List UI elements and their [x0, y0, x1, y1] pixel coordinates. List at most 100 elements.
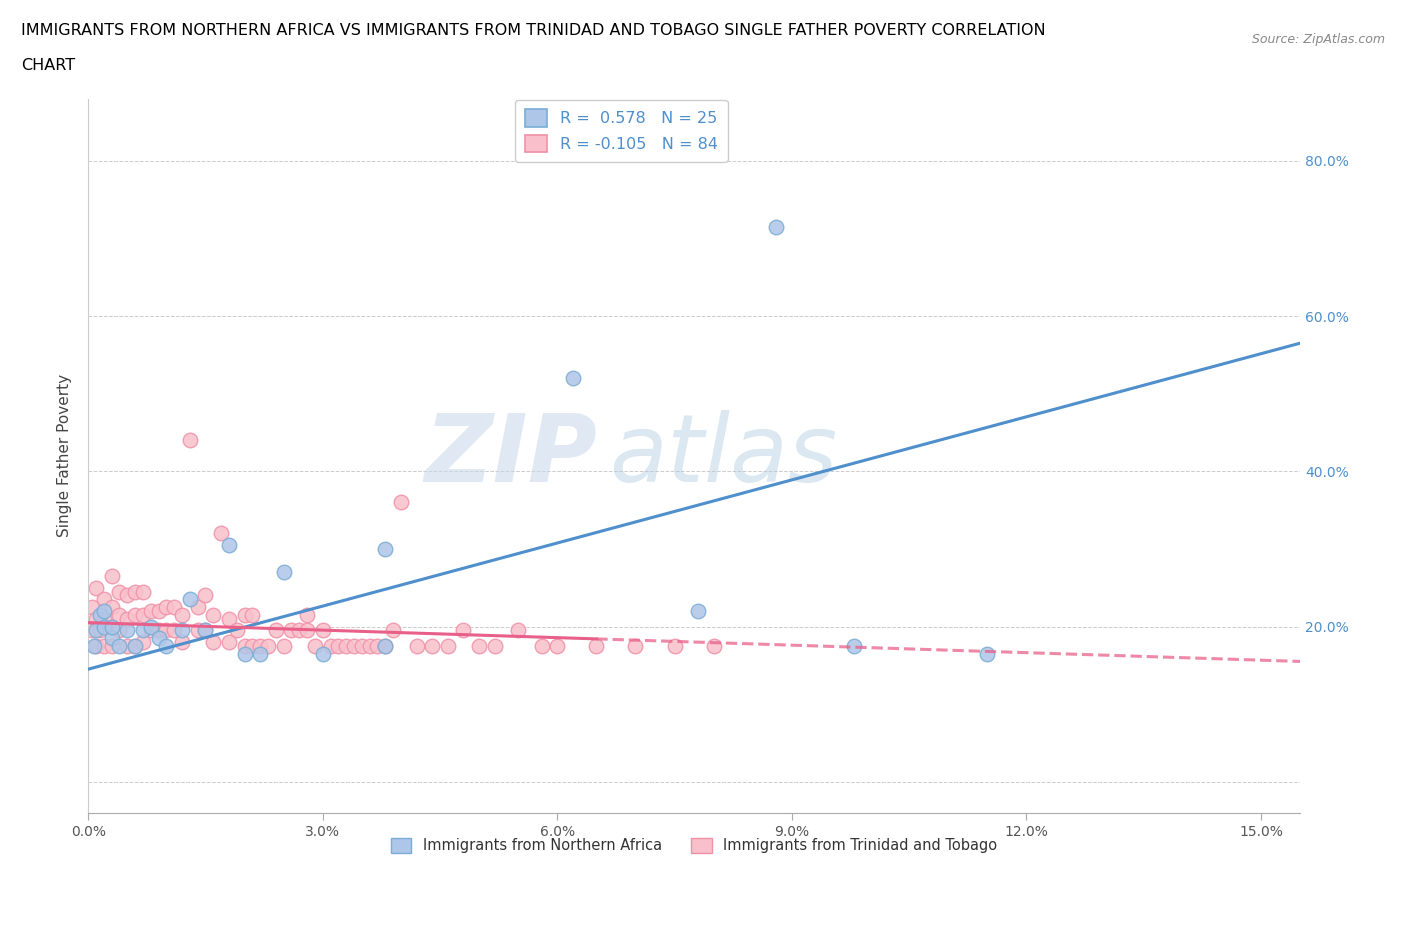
Point [108, 623, 131, 638]
Point [389, 495, 412, 510]
Point [163, 623, 186, 638]
Point [117, 588, 139, 603]
Point [530, 639, 553, 654]
Point [100, 600, 122, 615]
Point [374, 541, 396, 556]
Point [382, 623, 405, 638]
Point [170, 607, 193, 622]
Point [108, 584, 131, 599]
Point [312, 646, 335, 661]
Point [194, 588, 217, 603]
Point [233, 639, 256, 654]
Point [561, 371, 583, 386]
Point [844, 639, 866, 654]
Point [100, 619, 122, 634]
Point [295, 607, 318, 622]
Point [148, 604, 170, 618]
Text: ZIP: ZIP [425, 410, 598, 502]
Point [93, 591, 115, 606]
Point [225, 623, 247, 638]
Point [249, 639, 271, 654]
Point [366, 639, 388, 654]
Point [93, 611, 115, 626]
Point [233, 646, 256, 661]
Point [187, 623, 209, 638]
Point [257, 639, 280, 654]
Point [202, 634, 225, 649]
Point [209, 526, 232, 541]
Point [163, 600, 186, 615]
Point [703, 639, 725, 654]
Point [187, 600, 209, 615]
Point [585, 639, 607, 654]
Point [249, 646, 271, 661]
Point [288, 623, 311, 638]
Text: IMMIGRANTS FROM NORTHERN AFRICA VS IMMIGRANTS FROM TRINIDAD AND TOBAGO SINGLE FA: IMMIGRANTS FROM NORTHERN AFRICA VS IMMIG… [21, 23, 1046, 38]
Point [312, 623, 335, 638]
Point [374, 639, 396, 654]
Text: Source: ZipAtlas.com: Source: ZipAtlas.com [1251, 33, 1385, 46]
Point [218, 611, 240, 626]
Point [335, 639, 357, 654]
Point [359, 639, 381, 654]
Point [84, 580, 107, 595]
Point [100, 619, 122, 634]
Point [437, 639, 460, 654]
Point [179, 591, 201, 606]
Point [546, 639, 568, 654]
Point [84, 611, 107, 626]
Point [264, 623, 287, 638]
Point [84, 623, 107, 638]
Point [405, 639, 427, 654]
Point [194, 623, 217, 638]
Point [148, 623, 170, 638]
Point [350, 639, 373, 654]
Point [179, 432, 201, 447]
Point [155, 639, 177, 654]
Point [100, 639, 122, 654]
Y-axis label: Single Father Poverty: Single Father Poverty [58, 374, 72, 538]
Point [374, 639, 396, 654]
Point [93, 639, 115, 654]
Point [80, 600, 103, 615]
Point [304, 639, 326, 654]
Point [89, 607, 111, 622]
Point [93, 604, 115, 618]
Point [132, 623, 155, 638]
Point [240, 607, 263, 622]
Legend: Immigrants from Northern Africa, Immigrants from Trinidad and Tobago: Immigrants from Northern Africa, Immigra… [385, 832, 1004, 859]
Point [117, 639, 139, 654]
Point [273, 565, 295, 579]
Point [233, 607, 256, 622]
Text: CHART: CHART [21, 58, 75, 73]
Point [194, 623, 217, 638]
Point [132, 634, 155, 649]
Point [117, 623, 139, 638]
Point [508, 623, 530, 638]
Point [664, 639, 686, 654]
Point [484, 639, 506, 654]
Point [124, 584, 146, 599]
Point [453, 623, 475, 638]
Point [108, 607, 131, 622]
Point [218, 634, 240, 649]
Point [170, 623, 193, 638]
Point [89, 623, 111, 638]
Point [124, 639, 146, 654]
Point [420, 639, 443, 654]
Point [93, 619, 115, 634]
Point [295, 623, 318, 638]
Point [624, 639, 647, 654]
Point [240, 639, 263, 654]
Point [218, 538, 240, 552]
Point [280, 623, 302, 638]
Point [139, 623, 162, 638]
Point [155, 600, 177, 615]
Point [343, 639, 366, 654]
Point [80, 623, 103, 638]
Point [319, 639, 342, 654]
Point [132, 607, 155, 622]
Point [976, 646, 998, 661]
Text: atlas: atlas [609, 410, 838, 501]
Point [108, 639, 131, 654]
